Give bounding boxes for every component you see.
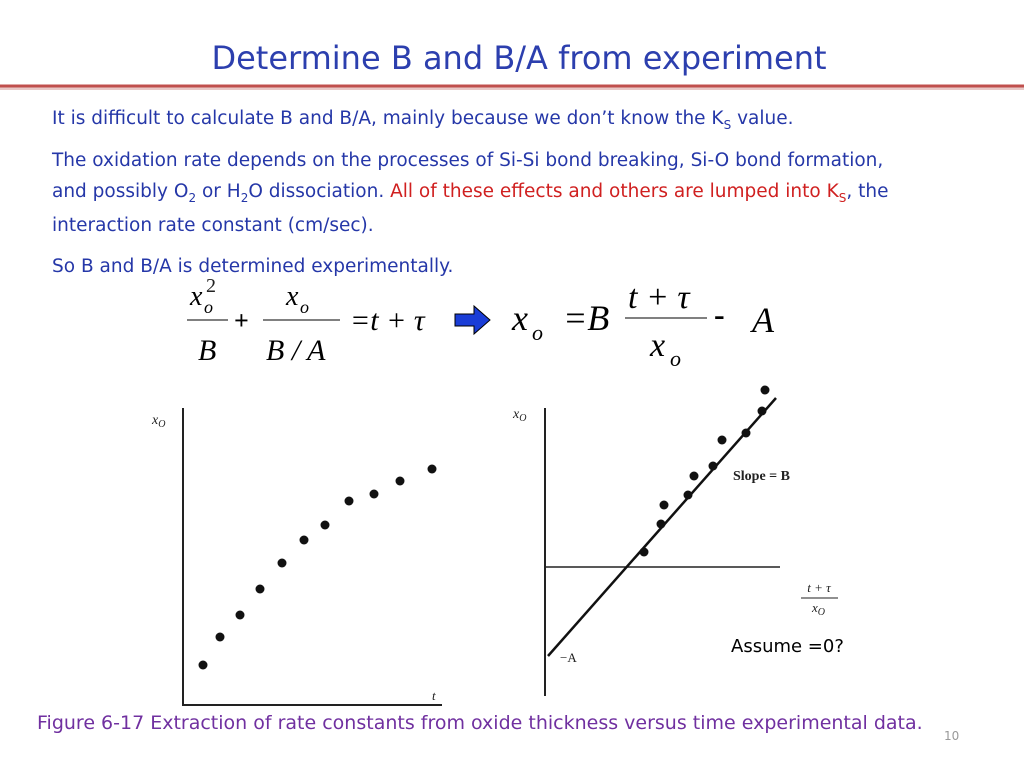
- eq-symbol: =t + τ: [350, 304, 426, 337]
- y-axis-label: xO: [512, 407, 526, 424]
- arrow: [454, 304, 491, 336]
- label-part: O: [519, 413, 526, 424]
- eq-symbol: B: [198, 334, 216, 367]
- body-line: interaction rate constant (cm/sec).: [52, 215, 374, 236]
- point: [656, 519, 666, 529]
- eq-subscript: o: [670, 346, 681, 371]
- y-axis-label: xO: [151, 413, 165, 430]
- page-number: 10: [944, 729, 959, 743]
- point: [255, 584, 265, 594]
- eq-operator: +: [234, 306, 249, 335]
- run: All of these effects and others are lump…: [390, 181, 839, 202]
- body-line: and possibly O2 or H2O dissociation. All…: [52, 181, 888, 205]
- eq-superscript: 2: [206, 275, 216, 297]
- point: [198, 660, 208, 670]
- point: [369, 489, 379, 499]
- point: [760, 385, 770, 395]
- label-part: O: [158, 419, 165, 430]
- eq-operator: -: [714, 296, 725, 332]
- run: and possibly O: [52, 181, 188, 202]
- slope-label: Slope = B: [733, 469, 790, 484]
- point: [689, 471, 699, 481]
- run: or H: [196, 181, 241, 202]
- eq-symbol: x: [511, 298, 528, 338]
- run: S: [724, 118, 732, 132]
- label-part: x: [512, 407, 520, 422]
- figure-right: xO Slope = B t + τ xO −A: [512, 385, 838, 696]
- label-part: x: [151, 413, 159, 428]
- point: [708, 461, 718, 471]
- point: [395, 476, 405, 486]
- point: [427, 464, 437, 474]
- point: [741, 428, 751, 438]
- run: S: [839, 191, 847, 205]
- note: Assume =0?: [731, 636, 844, 657]
- run: The oxidation rate depends on the proces…: [51, 150, 883, 171]
- label-part: x: [811, 600, 818, 615]
- run: O dissociation.: [248, 181, 390, 202]
- eq-symbol: t + τ: [628, 279, 691, 316]
- point: [717, 435, 727, 445]
- point: [235, 610, 245, 620]
- run: interaction rate constant (cm/sec).: [52, 215, 374, 236]
- body-line: The oxidation rate depends on the proces…: [51, 150, 883, 171]
- eq-symbol: =B: [563, 298, 609, 338]
- eq-symbol: x: [285, 281, 299, 312]
- point: [659, 500, 669, 510]
- x-axis-label: xO: [811, 600, 825, 618]
- eq-symbol: B / A: [266, 334, 326, 367]
- run: 2: [188, 191, 196, 205]
- x-axis-label: t + τ: [807, 580, 832, 595]
- eq-subscript: o: [532, 320, 543, 345]
- figure-left: xO t: [151, 408, 442, 706]
- point: [639, 547, 649, 557]
- point: [215, 632, 225, 642]
- title: Determine B and B/A from experiment: [211, 39, 826, 77]
- run: It is difficult to calculate B and B/A, …: [52, 108, 724, 129]
- eq-symbol: A: [750, 300, 775, 340]
- eq-symbol: x: [649, 327, 665, 364]
- run: value.: [731, 108, 793, 129]
- eq-subscript: o: [300, 297, 309, 317]
- run: 2: [241, 191, 249, 205]
- x-axis-label: t: [432, 688, 436, 703]
- point: [344, 496, 354, 506]
- eq-subscript: o: [204, 297, 213, 317]
- intercept-label: −A: [560, 650, 577, 665]
- point: [757, 406, 767, 416]
- body-line: It is difficult to calculate B and B/A, …: [52, 108, 794, 132]
- point: [320, 520, 330, 530]
- point: [683, 490, 693, 500]
- point: [277, 558, 287, 568]
- data-points: [198, 464, 437, 670]
- run: , the: [846, 181, 888, 202]
- point: [299, 535, 309, 545]
- body-line: So B and B/A is determined experimentall…: [52, 256, 453, 277]
- caption: Figure 6-17 Extraction of rate constants…: [37, 712, 923, 734]
- data-points: [639, 385, 770, 557]
- label-part: O: [818, 607, 825, 618]
- eq-symbol: x: [189, 281, 203, 312]
- run: So B and B/A is determined experimentall…: [52, 256, 453, 277]
